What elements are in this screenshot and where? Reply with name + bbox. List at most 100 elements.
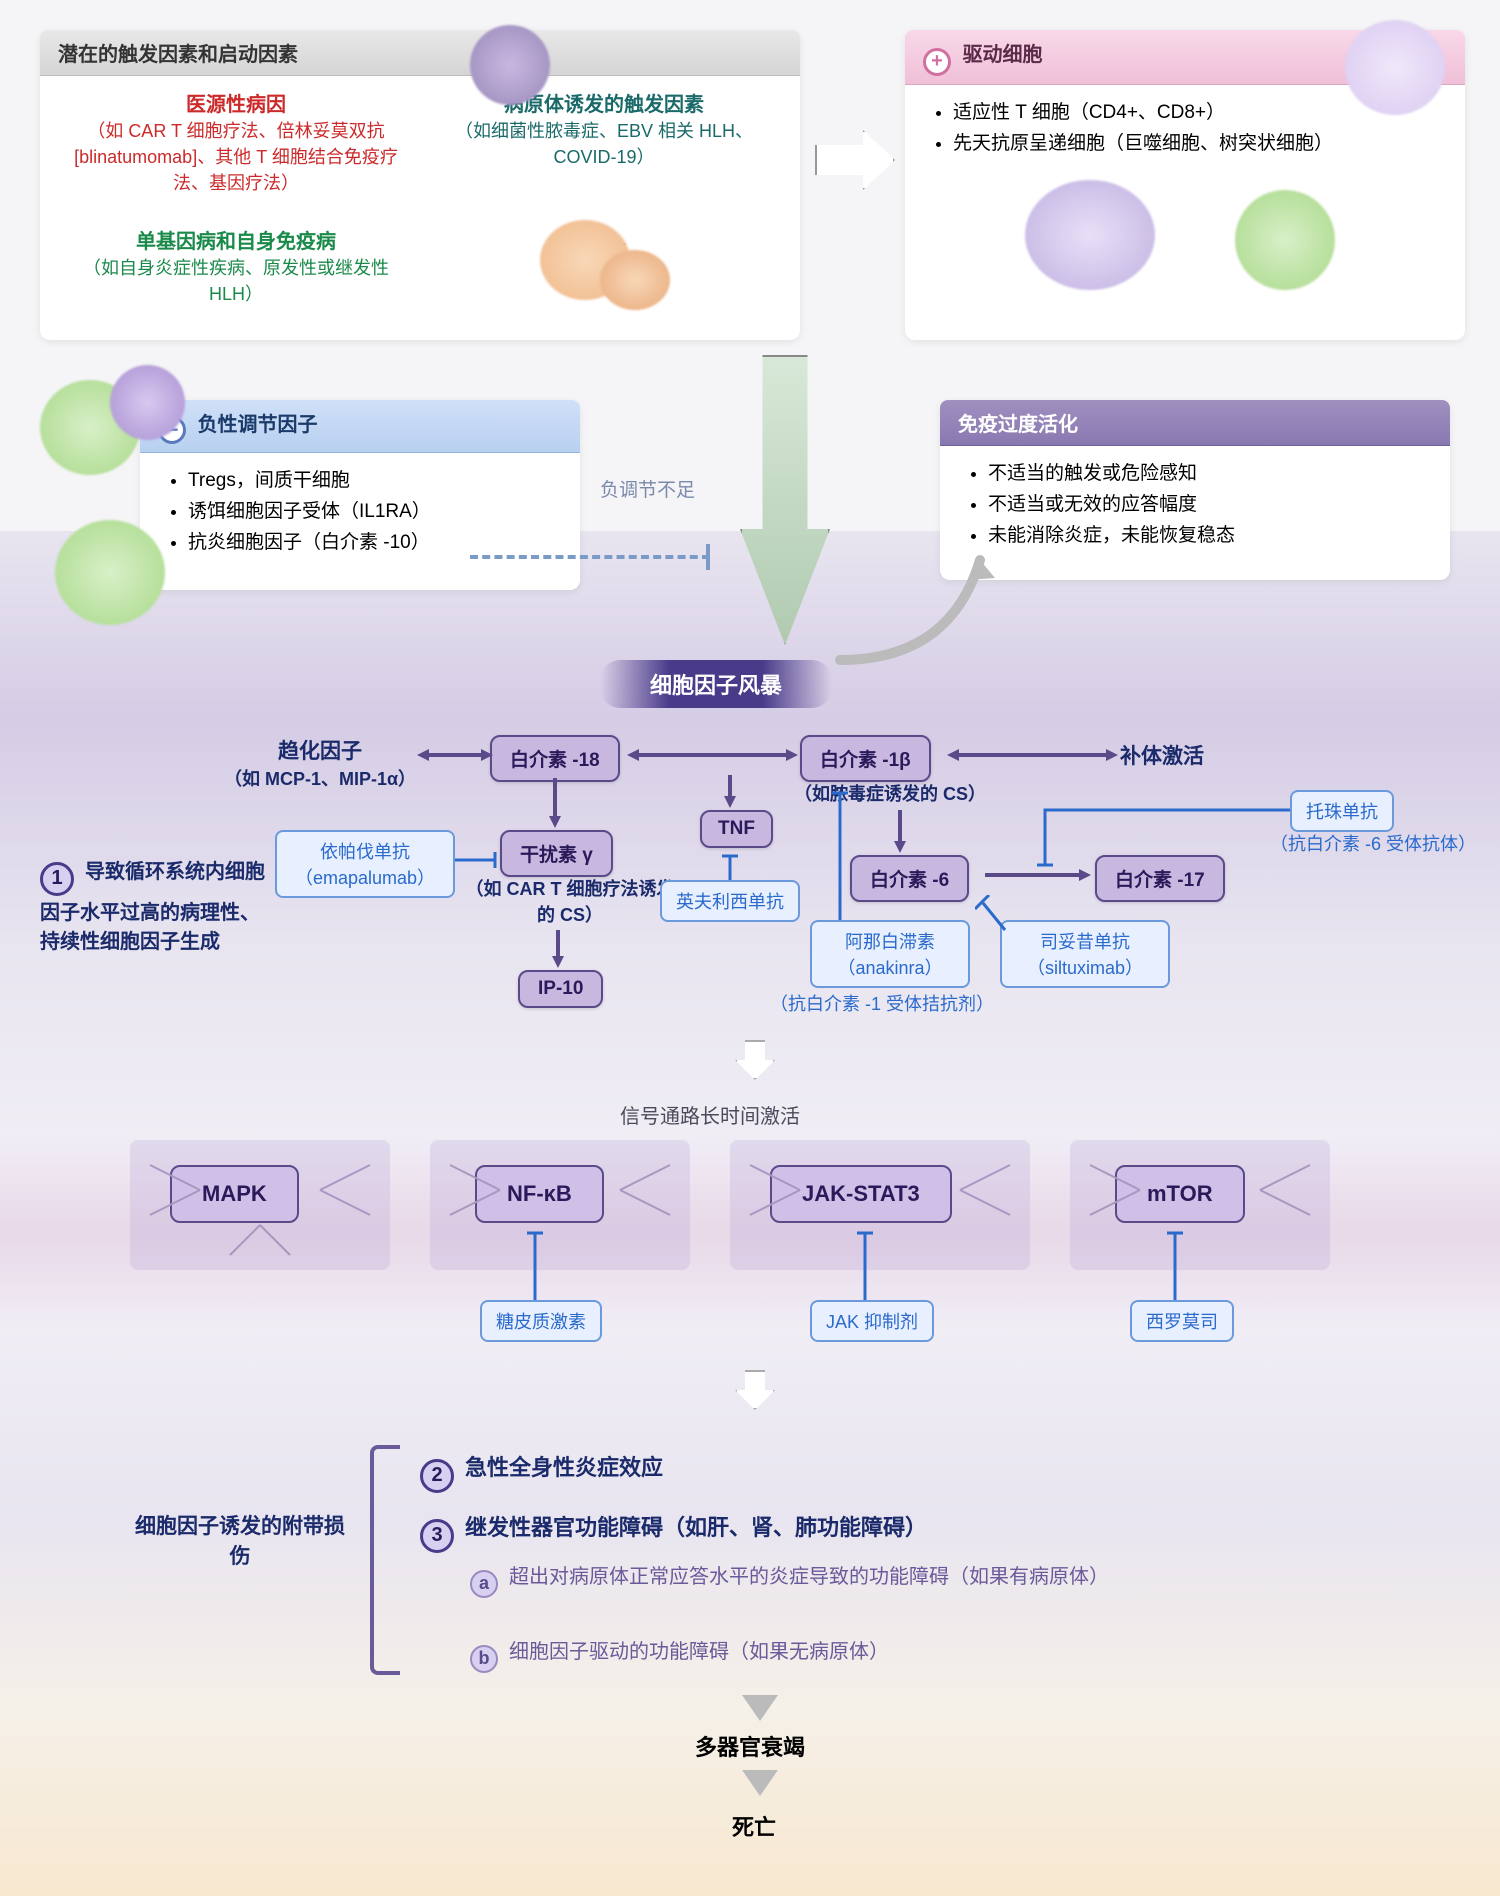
arrow-to-signaling [735,1040,775,1080]
monogenic-title: 单基因病和自身免疫病 [62,225,410,254]
signaling-label: 信号通路长时间激活 [620,1100,800,1129]
cancer-cell-icon-2 [600,250,670,310]
arrow-il1b-il6 [890,810,910,855]
virus-icon [470,25,550,105]
storm-banner: 细胞因子风暴 [600,660,832,708]
death-label: 死亡 [732,1810,776,1842]
sirolimus-box: 西罗莫司 [1130,1300,1234,1342]
nfkb-node: NF-κB [475,1165,604,1223]
hyperactivation-panel: 免疫过度活化 不适当的触发或危险感知 不适当或无效的应答幅度 未能消除炎症，未能… [940,400,1450,580]
inhib-gc [525,1225,545,1300]
badge-3: 3 [420,1519,454,1553]
siltuximab-label: 司妥昔单抗 [1016,928,1154,954]
arrow-to-mof [742,1695,778,1721]
point2: 2 急性全身性炎症效应 [420,1450,663,1493]
list-item: 抗炎细胞因子（白介素 -10） [188,527,558,554]
inhib-jaki [855,1225,875,1300]
tocilizumab-note: （抗白介素 -6 受体抗体） [1270,830,1470,856]
inhibition-line [470,555,710,559]
arrow-to-death [742,1770,778,1796]
jakstat-node: JAK-STAT3 [770,1165,952,1223]
arrow-to-collateral [735,1370,775,1410]
ifng-sub: （如 CAR T 细胞疗法诱发的 CS） [460,875,680,927]
pathogen-sub: （如细菌性脓毒症、EBV 相关 HLH、COVID-19） [430,117,778,169]
tnf-node: TNF [700,810,773,848]
anakinra-label: 阿那白滞素 [826,928,954,954]
point3b: b 细胞因子驱动的功能障碍（如果无病原体） [470,1635,889,1673]
arrow-triggers-to-drivers [815,130,895,190]
anakinra-box: 阿那白滞素 （anakinra） [810,920,970,988]
list-item: 先天抗原呈递细胞（巨噬细胞、树突状细胞） [953,128,1443,155]
badge-b: b [470,1645,498,1673]
inhib-tocilizumab [985,800,1295,880]
neg-reg-panel: − 负性调节因子 Tregs，间质干细胞 诱饵细胞因子受体（IL1RA） 抗炎细… [140,400,580,590]
point3a-text: 超出对病原体正常应答水平的炎症导致的功能障碍（如果有病原体） [509,1566,1109,1588]
infliximab-box: 英夫利西单抗 [660,880,800,922]
plus-icon: + [923,48,951,76]
emapalumab-en: （emapalumab） [291,864,439,890]
chemokines-sub: （如 MCP-1、MIP-1α） [210,765,430,791]
dbl-arrow-3 [945,740,1120,770]
tcell-icon [1235,190,1335,290]
ip10-node: IP-10 [518,970,603,1008]
anakinra-en: （anakinra） [826,954,954,980]
anakinra-note: （抗白介素 -1 受体拮抗剂） [770,990,994,1016]
inhib-siltuximab [975,895,1010,935]
complement-label: 补体激活 [1120,740,1204,770]
note1: 1 导致循环系统内细胞因子水平过高的病理性、持续性细胞因子生成 [40,855,270,954]
macrophage-icon [1025,180,1155,290]
emapalumab-label: 依帕伐单抗 [291,838,439,864]
arrow-to-tnf [720,775,740,810]
point3a: a 超出对病原体正常应答水平的炎症导致的功能障碍（如果有病原体） [470,1560,1109,1598]
triggers-title: 潜在的触发因素和启动因素 [40,30,800,76]
neg-reg-title: − 负性调节因子 [140,400,580,453]
inhib-sirolimus [1165,1225,1185,1300]
siltuximab-box: 司妥昔单抗 （siltuximab） [1000,920,1170,988]
list-item: 诱饵细胞因子受体（IL1RA） [188,496,558,523]
diagram-root: 潜在的触发因素和启动因素 医源性病因 （如 CAR T 细胞疗法、倍林妥莫双抗 … [0,0,1500,1896]
iatrogenic-title: 医源性病因 [62,88,410,117]
neg-reg-note: 负调节不足 [600,475,695,502]
hyperactivation-list: 不适当的触发或危险感知 不适当或无效的应答幅度 未能消除炎症，未能恢复稳态 [962,458,1428,547]
dendritic-icon [1345,20,1445,115]
il6-node: 白介素 -6 [850,855,969,902]
hyperactivation-title: 免疫过度活化 [940,400,1450,446]
point2-text: 急性全身性炎症效应 [465,1455,663,1480]
point3b-text: 细胞因子驱动的功能障碍（如果无病原体） [509,1641,889,1663]
arrow-to-storm [740,355,830,645]
drivers-title-text: 驱动细胞 [963,44,1043,66]
tocilizumab-box: 托珠单抗 [1290,790,1394,832]
mapk-node: MAPK [170,1165,299,1223]
il1b-sub: （如脓毒症诱发的 CS） [790,780,990,806]
point3-text: 继发性器官功能障碍（如肝、肾、肺功能障碍） [465,1515,927,1540]
arrow-ifng-ip10 [548,930,568,970]
ifng-node: 干扰素 γ [500,830,613,877]
list-item: 不适当或无效的应答幅度 [988,489,1428,516]
inhib-anakinra [830,785,850,920]
list-item: 不适当的触发或危险感知 [988,458,1428,485]
chemokines-label: 趋化因子 （如 MCP-1、MIP-1α） [210,735,430,791]
neg-reg-title-text: 负性调节因子 [198,414,318,436]
chemokines-title: 趋化因子 [210,735,430,765]
mtor-node: mTOR [1115,1165,1245,1223]
badge-a: a [470,1570,498,1598]
arrow-il18-ifng [545,778,565,830]
monogenic-sub: （如自身炎症性疾病、原发性或继发性 HLH） [62,254,410,306]
triggers-panel: 潜在的触发因素和启动因素 医源性病因 （如 CAR T 细胞疗法、倍林妥莫双抗 … [40,30,800,340]
dbl-arrow-2 [625,740,800,770]
mof-label: 多器官衰竭 [695,1730,805,1762]
il1b-node: 白介素 -1β [800,735,931,782]
il18-node: 白介素 -18 [490,735,620,782]
drivers-panel: + 驱动细胞 适应性 T 细胞（CD4+、CD8+） 先天抗原呈递细胞（巨噬细胞… [905,30,1465,340]
list-item: 未能消除炎症，未能恢复稳态 [988,520,1428,547]
gc-box: 糖皮质激素 [480,1300,602,1342]
feedback-arrow [830,540,1010,670]
siltuximab-en: （siltuximab） [1016,954,1154,980]
jaki-box: JAK 抑制剂 [810,1300,934,1342]
neg-reg-list: Tregs，间质干细胞 诱饵细胞因子受体（IL1RA） 抗炎细胞因子（白介素 -… [162,465,558,554]
collateral-label: 细胞因子诱发的附带损伤 [130,1510,350,1570]
inhib-emapalumab [455,850,505,870]
inhib-infliximab [720,850,740,882]
badge-1: 1 [40,862,74,896]
bracket-icon [370,1445,400,1675]
